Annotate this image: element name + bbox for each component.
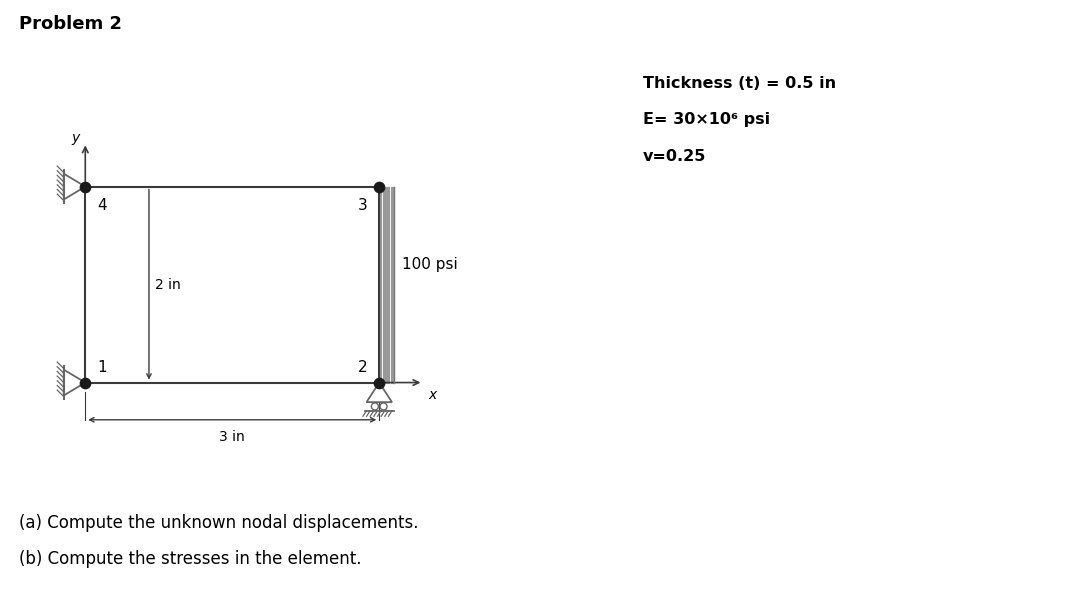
Text: 2: 2 bbox=[357, 360, 367, 375]
Circle shape bbox=[372, 403, 378, 410]
Text: Thickness (t) = 0.5 in: Thickness (t) = 0.5 in bbox=[643, 76, 836, 91]
Text: Problem 2: Problem 2 bbox=[19, 15, 122, 33]
Text: 1: 1 bbox=[97, 360, 107, 375]
Point bbox=[77, 182, 94, 192]
Text: E= 30×10⁶ psi: E= 30×10⁶ psi bbox=[643, 112, 770, 128]
Point bbox=[77, 378, 94, 387]
Polygon shape bbox=[64, 370, 85, 395]
Text: v=0.25: v=0.25 bbox=[643, 149, 706, 164]
Point bbox=[370, 378, 388, 387]
Text: (a) Compute the unknown nodal displacements.: (a) Compute the unknown nodal displaceme… bbox=[19, 514, 419, 532]
Point bbox=[370, 182, 388, 192]
Text: 4: 4 bbox=[97, 198, 107, 213]
Polygon shape bbox=[366, 382, 392, 402]
Text: 100 psi: 100 psi bbox=[402, 257, 458, 272]
Text: (b) Compute the stresses in the element.: (b) Compute the stresses in the element. bbox=[19, 550, 362, 568]
Text: x: x bbox=[428, 389, 436, 402]
Text: 3 in: 3 in bbox=[219, 430, 245, 444]
Polygon shape bbox=[64, 174, 85, 199]
Text: 3: 3 bbox=[357, 198, 367, 213]
Text: y: y bbox=[71, 131, 80, 145]
Text: 2 in: 2 in bbox=[154, 278, 180, 292]
Circle shape bbox=[380, 403, 387, 410]
